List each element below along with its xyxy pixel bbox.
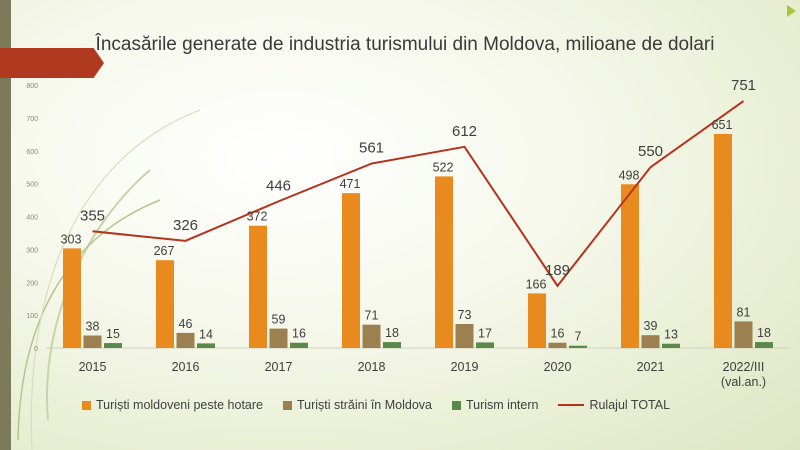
chart-legend: Turiști moldoveni peste hotare Turiști s… (82, 398, 670, 412)
x-tick-label: 2018 (358, 360, 386, 374)
bar-value-label: 15 (106, 327, 120, 341)
arrow-mark-icon (787, 5, 796, 17)
legend-label: Turiști moldoveni peste hotare (96, 398, 263, 412)
line-value-label: 355 (80, 207, 105, 224)
bar-1 (63, 248, 81, 348)
x-tick-label: 2015 (79, 360, 107, 374)
bar-value-label: 81 (737, 305, 751, 319)
bar-3 (569, 345, 587, 348)
line-value-label: 612 (452, 123, 477, 140)
x-tick-label: 2016 (172, 360, 200, 374)
bar-3 (662, 343, 680, 348)
bar-1 (621, 184, 639, 348)
bar-value-label: 166 (526, 277, 547, 291)
chart-title: Încasările generate de industria turismu… (95, 34, 715, 55)
bar-1 (342, 193, 360, 348)
line-value-label: 446 (266, 177, 291, 194)
bar-3 (290, 342, 308, 348)
line-value-label: 189 (545, 262, 570, 279)
bar-2 (641, 335, 660, 348)
bar-value-label: 498 (619, 168, 640, 182)
bar-1 (528, 293, 546, 348)
legend-swatch (451, 400, 461, 410)
bar-2 (176, 332, 195, 348)
y-tick-label: 300 (26, 247, 38, 254)
bar-2 (83, 335, 102, 348)
bar-value-label: 73 (458, 308, 472, 322)
x-tick-label: 2021 (637, 360, 665, 374)
legend-label: Turiști străini în Moldova (296, 398, 432, 412)
bar-1 (156, 260, 174, 348)
line-value-label: 561 (359, 140, 384, 157)
y-tick-label: 800 (26, 83, 38, 90)
bar-3 (476, 342, 494, 348)
bar-2 (548, 342, 567, 348)
bar-value-label: 372 (247, 210, 268, 224)
line-value-label: 751 (731, 77, 756, 94)
y-tick-label: 100 (26, 313, 38, 320)
bar-1 (714, 133, 732, 348)
bar-2 (269, 328, 288, 348)
bar-value-label: 471 (340, 177, 361, 191)
bar-value-label: 7 (575, 330, 582, 344)
bar-value-label: 17 (478, 326, 492, 340)
legend-item: Turiști moldoveni peste hotare (82, 398, 263, 412)
line-total (92, 100, 745, 288)
line-value-label: 326 (173, 217, 198, 234)
y-tick-label: 700 (26, 116, 38, 123)
decor-curve-3 (30, 109, 201, 450)
bar-value-label: 651 (712, 118, 733, 132)
y-tick-label: 0 (34, 346, 38, 353)
legend-item: Turism intern (451, 398, 539, 412)
legend-label: Rulajul TOTAL (589, 398, 671, 412)
bar-3 (104, 343, 122, 348)
bar-value-label: 16 (551, 327, 565, 341)
legend-item: Rulajul TOTAL (558, 398, 670, 412)
bar-2 (734, 321, 753, 348)
bar-value-label: 267 (154, 244, 175, 258)
x-tick-label: 2019 (451, 360, 479, 374)
left-decor-bar (0, 0, 11, 450)
legend-item: Turiști străini în Moldova (282, 398, 432, 412)
y-tick-label: 400 (26, 215, 38, 222)
x-tick-label: 2020 (544, 360, 572, 374)
decor-curve-2 (17, 199, 161, 441)
bar-value-label: 14 (199, 327, 213, 341)
bar-value-label: 522 (433, 160, 454, 174)
bar-value-label: 18 (385, 326, 399, 340)
legend-swatch (282, 400, 292, 410)
line-value-label: 550 (638, 143, 663, 160)
bar-1 (249, 225, 267, 348)
bar-value-label: 13 (664, 328, 678, 342)
bar-3 (755, 342, 773, 348)
x-tick-label: 2022/III (val.an.) (721, 360, 766, 389)
bar-value-label: 71 (365, 309, 379, 323)
bar-value-label: 59 (272, 313, 286, 327)
bar-value-label: 46 (179, 317, 193, 331)
bar-2 (362, 324, 381, 348)
bar-1 (435, 176, 453, 348)
title-accent-shape (0, 48, 104, 78)
legend-line-swatch (558, 404, 585, 406)
bar-value-label: 18 (757, 326, 771, 340)
bar-3 (383, 342, 401, 348)
legend-label: Turism intern (465, 398, 539, 412)
bar-value-label: 38 (86, 320, 100, 334)
y-tick-label: 200 (26, 280, 38, 287)
bar-2 (455, 324, 474, 348)
legend-swatch (82, 400, 91, 410)
bar-value-label: 39 (644, 319, 658, 333)
y-tick-label: 600 (26, 149, 38, 156)
bar-value-label: 16 (292, 327, 306, 341)
x-tick-label: 2017 (265, 360, 293, 374)
bar-value-label: 303 (61, 232, 82, 246)
bar-3 (197, 343, 215, 348)
y-tick-label: 500 (26, 182, 38, 189)
